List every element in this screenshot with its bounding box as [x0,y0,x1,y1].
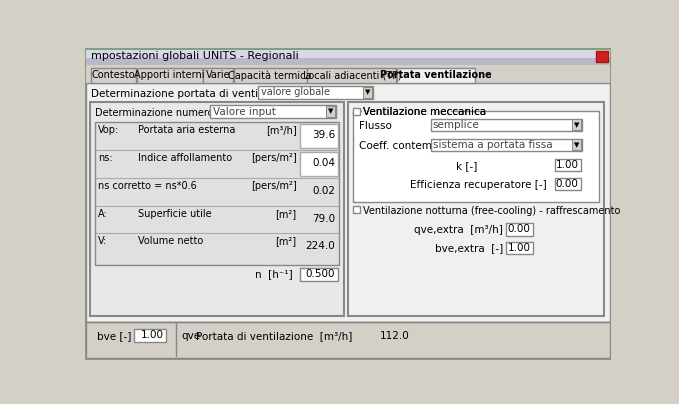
Bar [259,86,373,99]
Text: qve,extra  [m³/h]: qve,extra [m³/h] [414,225,503,235]
Bar [234,68,306,83]
Bar [353,111,600,202]
Text: n  [h⁻¹]: n [h⁻¹] [255,269,293,280]
Bar [90,102,344,316]
Bar [353,108,360,115]
Text: Apporti interni: Apporti interni [134,70,205,80]
Bar [95,122,339,265]
Bar [86,322,610,358]
Text: [pers/m²]: [pers/m²] [251,181,297,191]
Text: 0.04: 0.04 [312,158,335,168]
Text: Portata aria esterna: Portata aria esterna [138,126,235,135]
Text: [m²]: [m²] [275,208,297,219]
Bar [134,329,166,342]
Text: 0.00: 0.00 [555,179,579,189]
Bar [572,139,581,150]
Text: Indice affollamento: Indice affollamento [138,153,232,163]
Text: 39.6: 39.6 [312,130,335,141]
Text: valore globale: valore globale [261,87,330,97]
Text: bve,extra  [-]: bve,extra [-] [435,243,503,253]
Bar [430,118,582,131]
Text: Portata ventilazione: Portata ventilazione [380,70,492,80]
Text: 112.0: 112.0 [380,331,409,341]
Text: Valore input: Valore input [213,107,276,117]
Text: ▼: ▼ [328,109,333,115]
Text: ns corretto = ns*0.6: ns corretto = ns*0.6 [98,181,197,191]
Text: k [-]: k [-] [456,161,477,171]
Text: ▼: ▼ [574,122,579,128]
Bar [430,139,582,151]
Text: Coeff. contemporaneità: Coeff. contemporaneità [359,141,482,152]
Bar [300,268,337,281]
Text: Determinazione portata di ventilazione: Determinazione portata di ventilazione [91,88,295,99]
Bar [507,223,533,236]
Bar [300,124,337,148]
Text: [pers/m²]: [pers/m²] [251,153,297,163]
Bar [363,87,372,98]
Text: Ventilazione notturna (free-cooling) - raffrescamento: Ventilazione notturna (free-cooling) - r… [363,206,621,216]
Text: 0.00: 0.00 [508,225,530,234]
Text: Varie: Varie [206,70,230,80]
Bar [361,107,451,115]
Bar [572,119,581,130]
Bar [507,242,533,254]
Text: ▼: ▼ [574,142,579,148]
Text: 224.0: 224.0 [306,241,335,251]
Text: 1.00: 1.00 [555,160,579,170]
Text: 79.0: 79.0 [312,214,335,224]
Bar [86,50,610,58]
Text: Ventilazione meccanica: Ventilazione meccanica [363,107,486,117]
Bar [86,65,610,85]
Text: Ventilazione meccanica: Ventilazione meccanica [363,107,486,117]
Text: 1.00: 1.00 [507,243,530,253]
Text: Efficienza recuperatore [-]: Efficienza recuperatore [-] [410,180,547,190]
Bar [353,206,360,213]
Text: V:: V: [98,236,107,246]
Text: qve: qve [182,331,201,341]
Bar [348,102,604,316]
Bar [86,83,610,322]
Text: 1.00: 1.00 [141,330,164,340]
Text: Determinazione numero ricambi:: Determinazione numero ricambi: [95,108,257,118]
Bar [326,106,335,117]
Text: Contesto: Contesto [92,70,135,80]
Bar [300,152,337,175]
Bar [308,68,397,83]
Text: A:: A: [98,208,108,219]
Bar [595,51,608,62]
Text: [m³/h]: [m³/h] [265,126,297,135]
Bar [86,50,610,65]
Bar [397,68,475,83]
Text: ▼: ▼ [365,89,371,95]
Text: ns:: ns: [98,153,113,163]
Text: Volume netto: Volume netto [138,236,203,246]
Text: Locali adiacenti (TF): Locali adiacenti (TF) [303,70,401,80]
Text: Portata di ventilazione  [m³/h]: Portata di ventilazione [m³/h] [196,331,352,341]
Text: bve [-]: bve [-] [97,331,131,341]
Bar [91,68,136,83]
Bar [204,68,233,83]
Text: sistema a portata fissa: sistema a portata fissa [433,140,553,150]
Text: Flusso: Flusso [359,121,392,131]
Bar [555,178,581,190]
Bar [555,159,581,171]
Text: mpostazioni globali UNITS - Regionali: mpostazioni globali UNITS - Regionali [91,51,299,61]
Text: Vop:: Vop: [98,126,120,135]
Text: [m²]: [m²] [275,236,297,246]
Text: 0.02: 0.02 [312,186,335,196]
Text: Capacità termica: Capacità termica [228,70,312,80]
Text: semplice: semplice [433,120,479,130]
Bar [210,105,336,118]
Text: Superficie utile: Superficie utile [138,208,211,219]
Text: 0.500: 0.500 [306,269,335,280]
Bar [136,68,202,83]
